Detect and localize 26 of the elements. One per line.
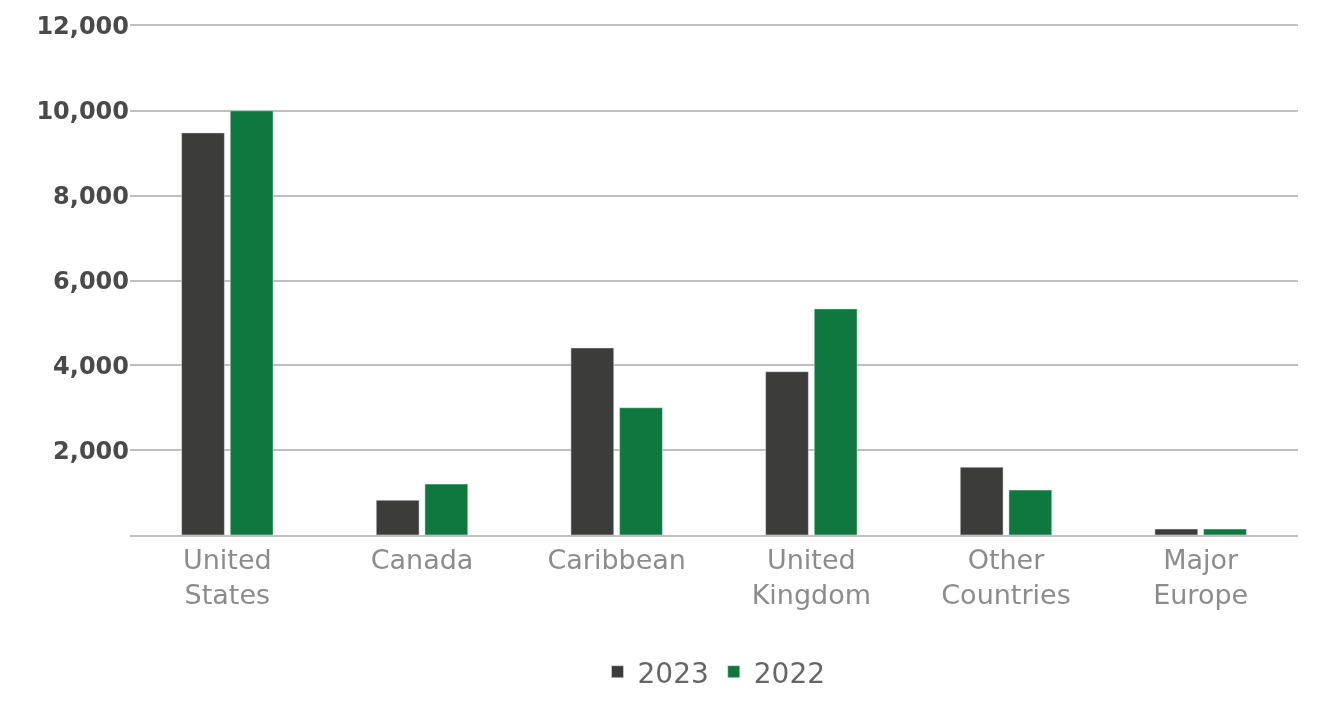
- x-tick-label: Canada: [370, 544, 474, 576]
- x-tick-label: Caribbean: [547, 544, 686, 576]
- bar: [181, 132, 225, 535]
- bar: [230, 110, 274, 535]
- bar: [424, 483, 468, 535]
- y-tick-label: 12,000: [36, 12, 129, 41]
- bar: [814, 308, 858, 535]
- y-tick-label: 10,000: [36, 97, 129, 126]
- y-tick-label: 8,000: [53, 182, 129, 211]
- bar: [765, 371, 809, 535]
- y-tick-label: 4,000: [53, 351, 129, 380]
- y-tick-label: 6,000: [53, 266, 129, 295]
- x-tick-label: Major Europe: [1153, 544, 1249, 611]
- bar: [376, 499, 420, 535]
- bar: [1154, 528, 1198, 535]
- y-tick-label: 2,000: [53, 436, 129, 465]
- bar: [1008, 489, 1052, 535]
- x-tick-label: Other Countries: [941, 544, 1071, 611]
- legend-label: 2022: [753, 656, 826, 690]
- bar: [570, 347, 614, 535]
- bar: [1203, 528, 1247, 535]
- legend-label: 2023: [637, 656, 709, 690]
- x-tick-label: United States: [182, 544, 272, 611]
- bar: [619, 407, 663, 535]
- x-tick-label: United Kingdom: [751, 544, 872, 611]
- bar: [960, 466, 1004, 535]
